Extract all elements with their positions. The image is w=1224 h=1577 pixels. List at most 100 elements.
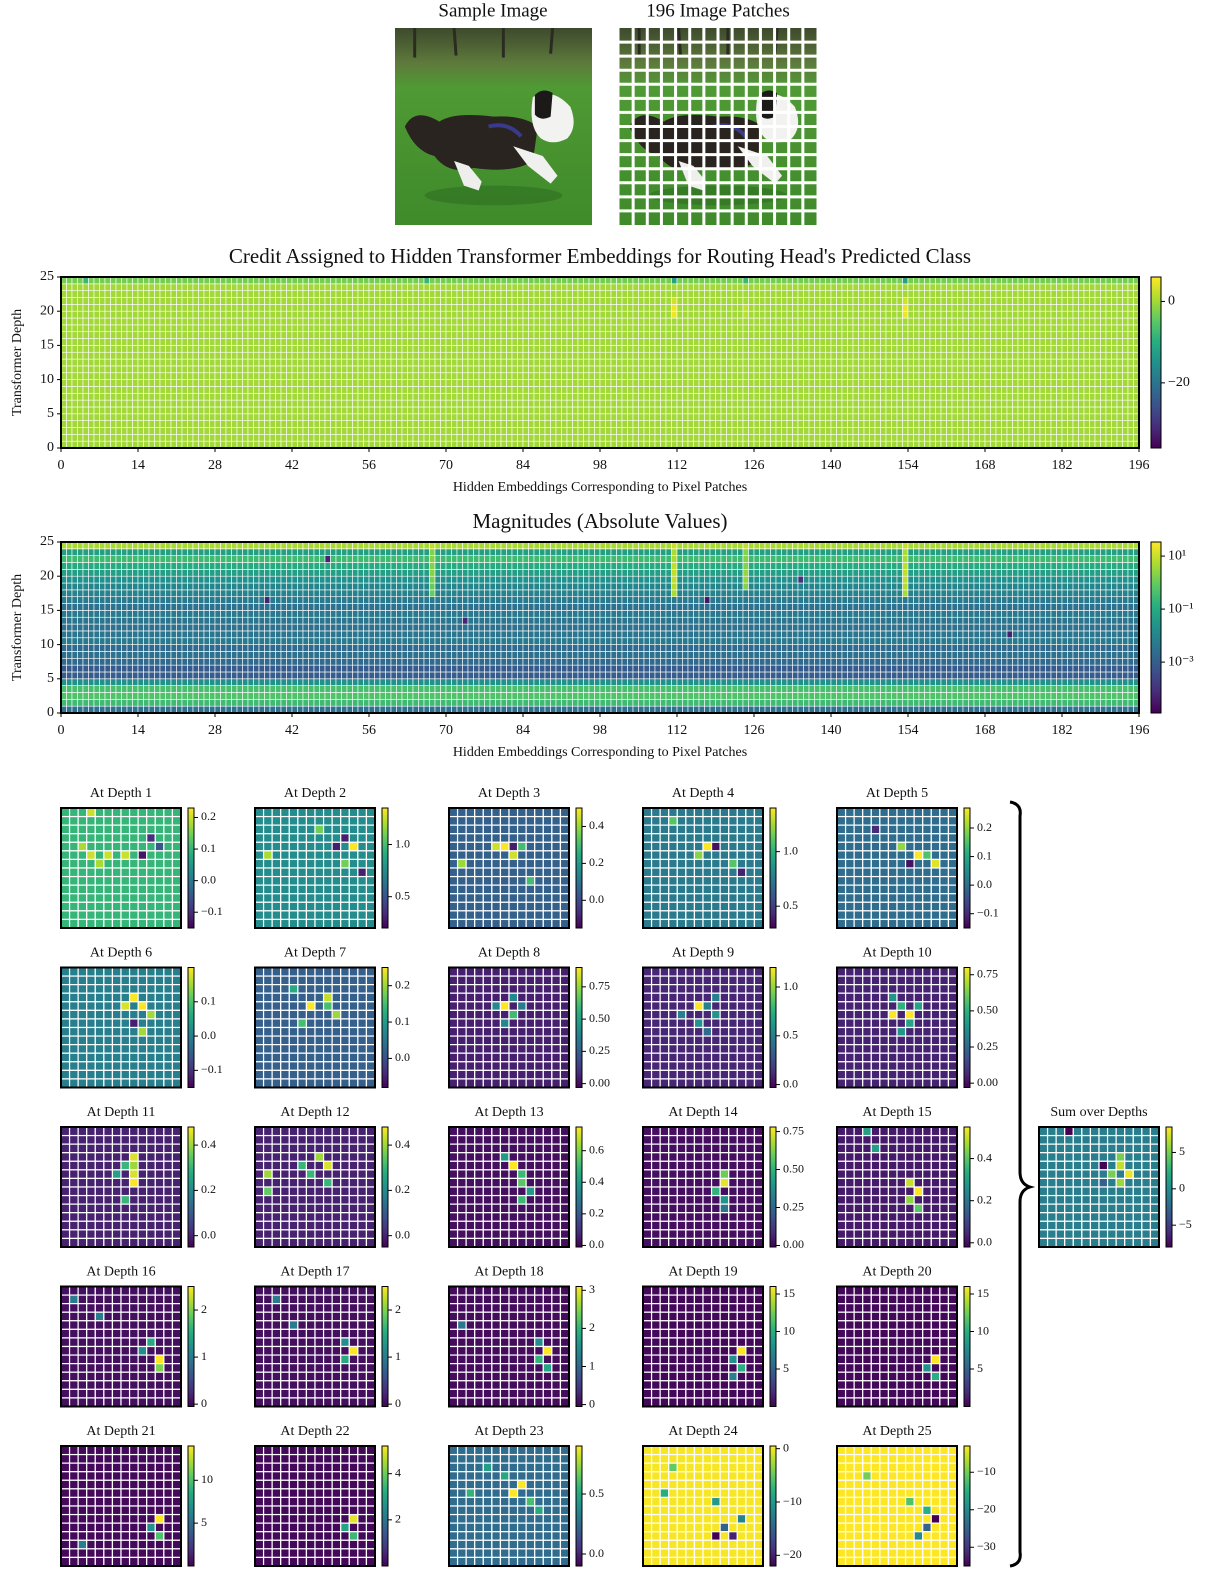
cell — [335, 345, 342, 353]
cell — [1105, 345, 1112, 353]
cell — [566, 358, 573, 367]
cell — [858, 324, 865, 333]
cell — [1050, 427, 1057, 435]
cell — [500, 351, 507, 360]
cell — [269, 304, 276, 312]
cell — [467, 427, 474, 435]
cell — [346, 283, 353, 291]
cell — [225, 317, 232, 326]
cell — [709, 297, 716, 305]
cell — [176, 379, 183, 387]
cell — [291, 413, 298, 421]
cell — [242, 420, 249, 428]
cell — [379, 434, 386, 442]
cell — [467, 358, 474, 367]
cell — [1127, 420, 1134, 428]
cell — [88, 276, 95, 285]
cell — [698, 351, 705, 360]
cell — [1006, 276, 1013, 285]
cell — [1050, 324, 1057, 333]
cell — [220, 331, 227, 339]
cell — [704, 379, 711, 387]
cell — [1050, 440, 1057, 449]
cell — [830, 379, 837, 387]
cell — [445, 358, 452, 367]
cell — [374, 304, 381, 312]
cell — [104, 440, 111, 449]
cell — [225, 331, 232, 339]
cell — [429, 365, 436, 374]
cell — [781, 413, 788, 421]
cell — [341, 276, 348, 285]
cell — [401, 365, 408, 374]
cell — [225, 440, 232, 449]
cell — [671, 386, 678, 394]
cell — [88, 331, 95, 339]
cell — [1006, 324, 1013, 333]
cell — [643, 399, 650, 408]
cell — [632, 310, 639, 319]
cell — [363, 365, 370, 374]
cell — [561, 399, 568, 408]
cell — [484, 338, 491, 346]
cell — [291, 386, 298, 394]
cell — [121, 392, 128, 401]
cell — [104, 427, 111, 435]
cell — [231, 386, 238, 394]
cell — [313, 406, 320, 415]
cell — [896, 297, 903, 305]
cell — [572, 413, 579, 421]
cell — [209, 440, 216, 449]
cell — [572, 338, 579, 346]
cell — [269, 276, 276, 285]
cell — [379, 399, 386, 408]
cell — [935, 358, 942, 367]
cell — [583, 379, 590, 387]
cell — [1094, 310, 1101, 319]
cell — [880, 304, 887, 312]
cell — [885, 365, 892, 374]
cell — [302, 351, 309, 360]
cell — [1061, 304, 1068, 312]
cell — [236, 310, 243, 319]
cell — [297, 372, 304, 380]
cell — [242, 399, 249, 408]
cell — [511, 420, 518, 428]
cell — [577, 297, 584, 305]
cell — [825, 420, 832, 428]
cell — [88, 310, 95, 319]
cell — [660, 338, 667, 346]
cell — [819, 283, 826, 291]
cell — [1111, 386, 1118, 394]
cell — [121, 324, 128, 333]
cell — [390, 372, 397, 380]
cell — [830, 413, 837, 421]
cell — [330, 379, 337, 387]
cell — [704, 427, 711, 435]
cell — [231, 290, 238, 298]
cell — [863, 440, 870, 449]
cell — [1111, 420, 1118, 428]
cell — [1034, 365, 1041, 374]
cell — [236, 290, 243, 298]
cell — [489, 392, 496, 401]
cell — [968, 331, 975, 339]
cell — [374, 351, 381, 360]
cell — [649, 310, 656, 319]
cell — [517, 440, 524, 449]
cell — [572, 358, 579, 367]
cell — [1061, 351, 1068, 360]
cell — [957, 310, 964, 319]
cell — [302, 297, 309, 305]
cell — [759, 413, 766, 421]
cell — [236, 331, 243, 339]
cell — [583, 290, 590, 298]
cell — [682, 420, 689, 428]
cell — [522, 399, 529, 408]
cell — [170, 317, 177, 326]
cell — [264, 283, 271, 291]
cell — [797, 440, 804, 449]
cell — [682, 413, 689, 421]
cell — [1001, 317, 1008, 326]
cell — [187, 345, 194, 353]
